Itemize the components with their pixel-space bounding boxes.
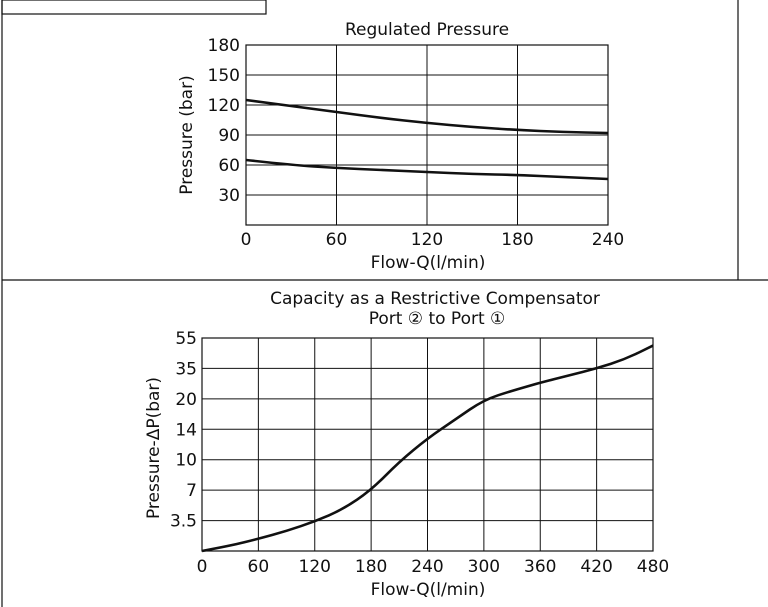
chart2-y-tick-label: 20 (175, 390, 197, 410)
chart1-y-tick-label: 180 (208, 36, 240, 56)
chart2-y-ticks: 3.5 7 10 14 20 35 55 (170, 329, 197, 532)
chart1-series-line-2 (245, 158, 609, 181)
chart2-x-tick-label: 420 (580, 557, 612, 577)
chart2-series-line-1 (201, 344, 654, 553)
chart2-x-tick-label: 360 (524, 557, 556, 577)
chart2-y-tick-label: 7 (186, 481, 197, 501)
chart1-series (245, 98, 609, 181)
chart1-y-tick-label: 60 (218, 156, 240, 176)
chart2-x-tick-label: 480 (637, 557, 669, 577)
chart2-y-tick-label: 55 (175, 329, 197, 349)
chart2-y-tick-label: 35 (175, 359, 197, 379)
chart1-y-tick-label: 150 (208, 66, 240, 86)
chart2-subtitle: Port ② to Port ① (369, 309, 506, 329)
chart2-x-tick-label: 300 (468, 557, 500, 577)
chart1-title: Regulated Pressure (345, 20, 509, 40)
chart1-y-axis-label: Pressure (bar) (177, 75, 197, 194)
chart2-title: Capacity as a Restrictive Compensator (270, 289, 600, 309)
chart1-x-ticks: 0 60 120 180 240 (241, 230, 625, 250)
chart1-x-tick-label: 120 (411, 230, 443, 250)
chart-restrictive-compensator: Capacity as a Restrictive Compensator Po… (144, 289, 669, 600)
chart2-y-axis-label: Pressure-ΔP(bar) (144, 377, 164, 519)
chart2-x-tick-label: 60 (248, 557, 270, 577)
chart2-y-tick-label: 3.5 (170, 512, 197, 532)
chart1-x-tick-label: 240 (592, 230, 624, 250)
chart2-x-ticks: 0 60 120 180 240 300 360 420 480 (197, 557, 670, 577)
chart1-y-tick-label: 120 (208, 96, 240, 116)
chart2-series (201, 344, 654, 553)
chart2-x-tick-label: 240 (411, 557, 443, 577)
chart2-x-axis-label: Flow-Q(l/min) (371, 580, 486, 600)
chart1-series-line-1 (245, 98, 609, 135)
chart2-x-tick-label: 120 (299, 557, 331, 577)
chart1-x-tick-label: 0 (241, 230, 252, 250)
chart1-plot-frame (245, 44, 609, 226)
chart1-x-tick-label: 60 (326, 230, 348, 250)
chart1-x-axis-label: Flow-Q(l/min) (371, 253, 486, 273)
chart2-y-tick-label: 10 (175, 451, 197, 471)
chart2-x-tick-label: 0 (197, 557, 208, 577)
chart2-plot-frame (201, 337, 654, 552)
chart1-y-ticks: 30 60 90 120 150 180 (208, 36, 240, 206)
chart1-y-tick-label: 90 (218, 126, 240, 146)
chart1-x-tick-label: 180 (501, 230, 533, 250)
chart1-grid (246, 45, 608, 225)
chart2-y-tick-label: 14 (175, 420, 197, 440)
chart2-x-tick-label: 180 (355, 557, 387, 577)
chart-regulated-pressure: Regulated Pressure 0 60 120 180 240 30 60 90 12… (177, 20, 624, 273)
chart1-y-tick-label: 30 (218, 186, 240, 206)
top-left-header-box (1, 0, 267, 15)
chart2-grid (202, 338, 653, 551)
